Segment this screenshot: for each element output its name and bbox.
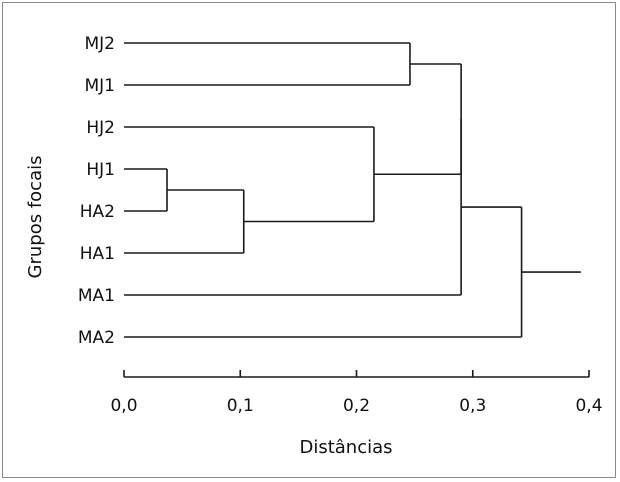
leaf-label-ha2: HA2 — [80, 202, 115, 222]
leaf-labels: MJ2 MJ1 HJ2 HJ1 HA2 HA1 MA1 MA2 — [78, 34, 115, 348]
x-axis: 0,0 0,1 0,2 0,3 0,4 — [110, 370, 603, 416]
leaf-label-hj2: HJ2 — [86, 118, 115, 138]
dendrogram-chart: MJ2 MJ1 HJ2 HJ1 HA2 HA1 MA1 MA2 0,0 0,1 0,2 0,3 0,4… — [25, 34, 603, 458]
y-axis-title: Grupos focais — [25, 156, 46, 279]
leaf-label-mj2: MJ2 — [85, 34, 116, 54]
leaf-label-ma2: MA2 — [78, 328, 115, 348]
leaf-label-hj1: HJ1 — [86, 160, 115, 180]
x-tick-label-3: 0,3 — [459, 396, 486, 416]
x-tick-label-4: 0,4 — [575, 396, 602, 416]
leaf-label-ma1: MA1 — [78, 286, 115, 306]
leaf-label-ha1: HA1 — [80, 244, 115, 264]
x-tick-label-2: 0,2 — [343, 396, 370, 416]
chart-frame: MJ2 MJ1 HJ2 HJ1 HA2 HA1 MA1 MA2 0,0 0,1 0,2 0,3 0,4… — [2, 2, 616, 478]
x-tick-label-0: 0,0 — [110, 396, 137, 416]
x-tick-label-1: 0,1 — [227, 396, 254, 416]
dendrogram-links — [124, 42, 581, 338]
x-axis-title: Distâncias — [299, 437, 392, 458]
leaf-label-mj1: MJ1 — [85, 76, 116, 96]
